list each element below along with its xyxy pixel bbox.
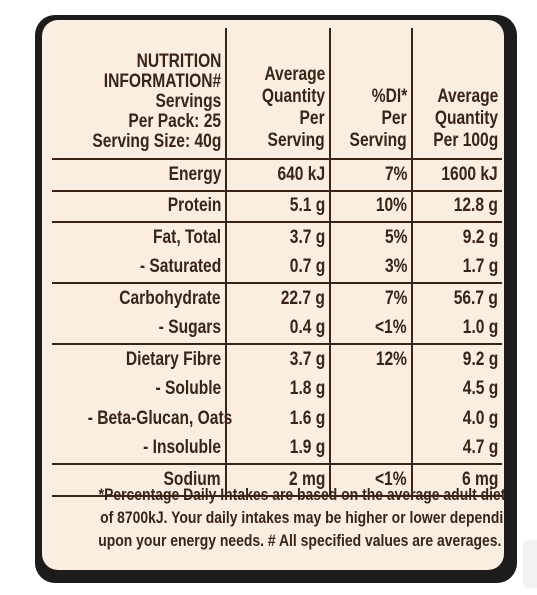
footnote-line: of 8700kJ. Your daily intakes may be hig…: [100, 508, 504, 527]
table-row: Dietary Fibre 3.7 g 12% 9.2 g: [52, 344, 502, 375]
nutrition-title: NUTRITION: [136, 51, 221, 72]
header-row: NUTRITION INFORMATION# Servings Per Pack…: [52, 28, 502, 160]
heading-line: Per: [381, 108, 407, 129]
heading-line: Quantity: [261, 86, 325, 107]
per-100g-value: 4.0 g: [462, 407, 498, 429]
nutrition-table: NUTRITION INFORMATION# Servings Per Pack…: [52, 28, 502, 497]
avg-per-100g-heading: Average Quantity Per 100g: [411, 28, 502, 160]
servings-label: Servings: [155, 91, 221, 112]
table-row: Carbohydrate 22.7 g 7% 56.7 g: [52, 283, 502, 314]
edge-panel: [523, 540, 537, 588]
per-serving-value: 1.6 g: [289, 407, 325, 429]
footnote-line: *Percentage Daily Intakes are based on t…: [98, 485, 504, 504]
table-row: - Soluble 1.8 g 4.5 g: [52, 374, 502, 404]
nutrient-name: - Saturated: [139, 256, 221, 278]
table-row: - Insoluble 1.9 g 4.7 g: [52, 433, 502, 465]
per-100g-value: 56.7 g: [453, 287, 498, 309]
per-100g-value: 12.8 g: [453, 195, 498, 217]
di-per-serving-heading: %DI* Per Serving: [329, 28, 412, 160]
per-serving-value: 3.7 g: [289, 226, 325, 248]
per-100g-value: 1.7 g: [462, 256, 498, 278]
per-serving-value: 2 mg: [288, 468, 325, 490]
avg-per-serving-heading: Average Quantity Per Serving: [225, 28, 330, 160]
footnote-line: upon your energy needs. # All specified …: [98, 531, 502, 550]
per-serving-value: 3.7 g: [289, 348, 325, 370]
table-row: - Sugars 0.4 g <1% 1.0 g: [52, 313, 502, 345]
heading-line: Per 100g: [433, 130, 498, 151]
nutrient-name: Sodium: [163, 468, 221, 490]
per-serving-value: 1.8 g: [289, 378, 325, 400]
nutrient-name: Dietary Fibre: [125, 348, 221, 370]
di-value: 7%: [384, 287, 407, 309]
nutrient-name: - Soluble: [155, 378, 221, 400]
nutrient-name: - Insoluble: [143, 437, 221, 459]
per-100g-value: 1600 kJ: [441, 163, 498, 185]
nutrient-name: Fat, Total: [152, 226, 221, 248]
heading-line: Average: [437, 86, 498, 107]
table-row: Protein 5.1 g 10% 12.8 g: [52, 190, 502, 223]
per-100g-value: 4.7 g: [462, 437, 498, 459]
nutrient-name: - Beta-Glucan, Oats: [87, 407, 233, 429]
heading-line: Serving: [349, 130, 407, 151]
heading-line: Serving: [267, 130, 325, 151]
table-row: - Beta-Glucan, Oats 1.6 g 4.0 g: [52, 404, 502, 434]
heading-line: %DI*: [371, 86, 407, 107]
di-value: 7%: [384, 163, 407, 185]
footnote: *Percentage Daily Intakes are based on t…: [54, 483, 504, 552]
di-value: 10%: [375, 195, 407, 217]
heading-line: Quantity: [434, 108, 498, 129]
per-100g-value: 9.2 g: [462, 348, 498, 370]
nutrition-information-heading: NUTRITION INFORMATION# Servings Per Pack…: [52, 28, 226, 160]
heading-line: Per: [299, 108, 325, 129]
serving-size: Serving Size: 40g: [91, 131, 221, 152]
nutrient-name: Protein: [167, 195, 221, 217]
per-serving-value: 0.4 g: [289, 317, 325, 339]
di-value: <1%: [375, 317, 407, 339]
per-100g-value: 9.2 g: [462, 226, 498, 248]
per-serving-value: 0.7 g: [289, 256, 325, 278]
per-100g-value: 1.0 g: [462, 317, 498, 339]
di-value: <1%: [375, 468, 407, 490]
table-row: - Saturated 0.7 g 3% 1.7 g: [52, 252, 502, 284]
nutrient-name: Carbohydrate: [119, 287, 221, 309]
per-100g-value: 6 mg: [461, 468, 498, 490]
table-row: Energy 640 kJ 7% 1600 kJ: [52, 159, 502, 192]
per-serving-value: 5.1 g: [289, 195, 325, 217]
table-row: Fat, Total 3.7 g 5% 9.2 g: [52, 222, 502, 253]
nutrient-name: Energy: [168, 163, 221, 185]
per-100g-value: 4.5 g: [462, 378, 498, 400]
di-value: 3%: [384, 256, 407, 278]
nutrient-name: - Sugars: [158, 317, 221, 339]
nutrition-panel: NUTRITION INFORMATION# Servings Per Pack…: [42, 20, 504, 570]
di-value: 12%: [375, 348, 407, 370]
per-serving-value: 22.7 g: [280, 287, 325, 309]
servings-per-pack: Per Pack: 25: [128, 111, 221, 132]
di-value: 5%: [384, 226, 407, 248]
information-title: INFORMATION#: [103, 71, 221, 92]
per-serving-value: 1.9 g: [289, 437, 325, 459]
table-row: Sodium 2 mg <1% 6 mg: [52, 464, 502, 497]
per-serving-value: 640 kJ: [277, 163, 325, 185]
heading-line: Average: [264, 64, 325, 85]
